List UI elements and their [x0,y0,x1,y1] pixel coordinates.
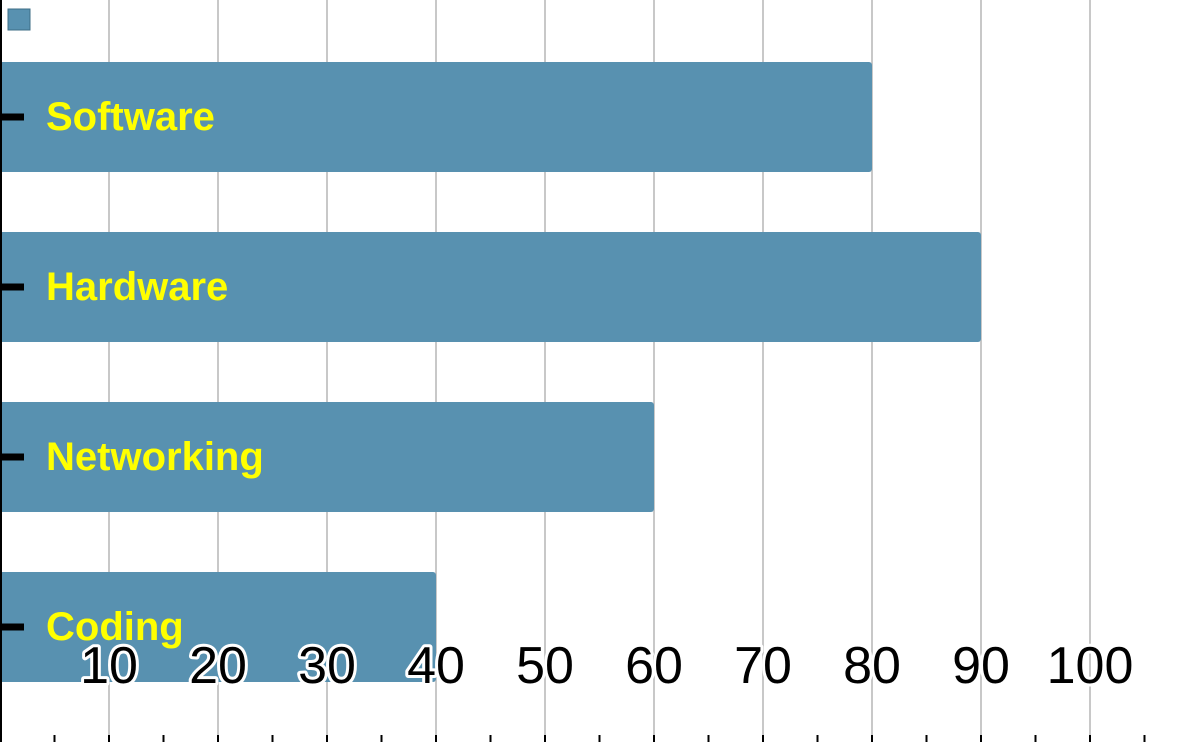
axes [0,0,1146,742]
legend [7,8,31,31]
x-tick-label: 50 [516,637,574,695]
x-tick-label: 70 [734,637,792,695]
bar [0,62,872,172]
category-label: Networking [46,435,264,479]
x-tick-label: 10 [80,637,138,695]
x-tick-label: 20 [189,637,247,695]
x-tick-labels: 10 20 30 40 50 60 70 80 90 100 [77,634,1136,698]
x-tick-label: 30 [298,637,356,695]
x-tick-label: 90 [952,637,1010,695]
category-label: Coding [46,605,184,649]
category-label: Software [46,95,215,139]
bar [0,572,436,682]
category-labels: Software Hardware Networking Coding [46,95,264,649]
x-tick-label: 40 [407,637,465,695]
x-tick-label: 60 [625,637,683,695]
bars [0,62,981,682]
x-tick-label: 100 [1047,637,1134,695]
bar [0,402,654,512]
bar [0,232,981,342]
category-label: Hardware [46,265,228,309]
legend-swatch [7,8,31,31]
x-tick-label: 80 [843,637,901,695]
